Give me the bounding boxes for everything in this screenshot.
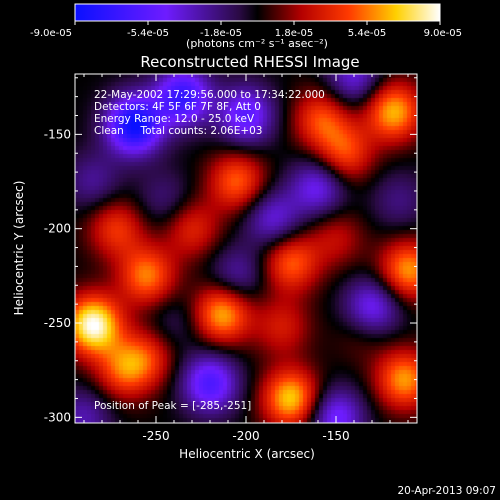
plot-area: -250 -200 -150 -150 -200 -250 -300 22-May-2002… xyxy=(44,73,418,443)
peak-position-label: Position of Peak = [-285,-251] xyxy=(94,400,251,412)
x-tick-label: -250 xyxy=(142,429,169,443)
annotation-energy: Energy Range: 12.0 - 25.0 keV xyxy=(94,113,255,125)
footer-timestamp: 20-Apr-2013 09:07 xyxy=(397,485,496,497)
y-tick-label: -150 xyxy=(44,127,71,141)
colorbar-tick-label: -1.8e-05 xyxy=(200,28,242,39)
axes: -250 -200 -150 -150 -200 -250 -300 xyxy=(44,74,417,443)
colorbar-tick-label: 9.0e-05 xyxy=(424,28,462,39)
annotation-detectors: Detectors: 4F 5F 6F 7F 8F, Att 0 xyxy=(94,101,261,113)
colorbar-tick-label: -9.0e-05 xyxy=(30,28,72,39)
y-axis-label: Heliocentric Y (arcsec) xyxy=(12,181,26,316)
chart-title: Reconstructed RHESSI Image xyxy=(140,53,359,71)
colorbar-gradient xyxy=(74,3,441,22)
colorbar-tick-label: 5.4e-05 xyxy=(348,28,386,39)
heatmap-image xyxy=(75,74,417,423)
colorbar-tick-label: 1.8e-05 xyxy=(275,28,313,39)
colorbar-unit-label: (photons cm⁻² s⁻¹ asec⁻²) xyxy=(186,37,328,50)
y-tick-label: -200 xyxy=(44,222,71,236)
y-tick-label: -250 xyxy=(44,316,71,330)
y-tick-label: -300 xyxy=(44,410,71,424)
annotation-block: 22-May-2002 17:29:56.000 to 17:34:22.000… xyxy=(94,89,325,137)
annotation-clean-counts: Clean Total counts: 2.06E+03 xyxy=(94,125,263,137)
x-axis-label: Heliocentric X (arcsec) xyxy=(179,447,315,461)
annotation-time: 22-May-2002 17:29:56.000 to 17:34:22.000 xyxy=(94,89,325,101)
x-tick-label: -150 xyxy=(322,429,349,443)
x-tick-label: -200 xyxy=(232,429,259,443)
colorbar-ticks: -9.0e-05 -5.4e-05 -1.8e-05 1.8e-05 5.4e-05 9.… xyxy=(30,21,462,39)
colorbar-tick-label: -5.4e-05 xyxy=(127,28,169,39)
colorbar: -9.0e-05 -5.4e-05 -1.8e-05 1.8e-05 5.4e-05 9.… xyxy=(30,3,462,50)
